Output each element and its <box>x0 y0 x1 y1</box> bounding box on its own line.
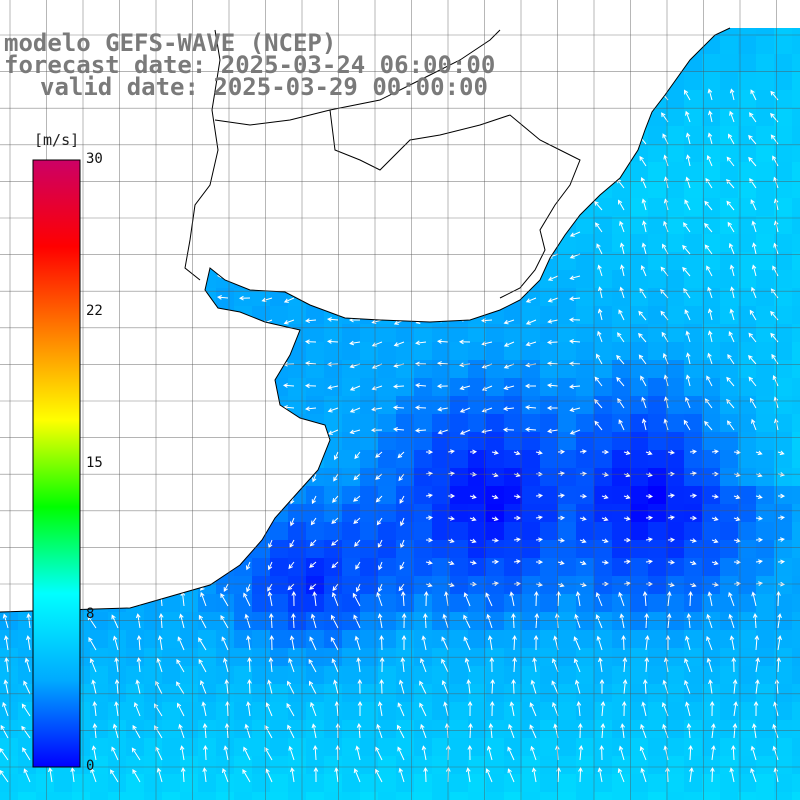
colorbar-tick-label: 30 <box>86 151 103 167</box>
colorbar-tick-label: 15 <box>86 454 103 471</box>
title-model: modelo GEFS-WAVE (NCEP) <box>4 29 337 57</box>
colorbar-tick-label: 8 <box>86 606 95 623</box>
title-forecast-date: forecast date: 2025-03-24 06:00:00 <box>4 51 496 79</box>
coastline <box>0 27 731 613</box>
title-valid-date: valid date: 2025-03-29 00:00:00 <box>40 73 488 101</box>
colorbar-unit: [m/s] <box>34 131 80 149</box>
colorbar-tick-label: 0 <box>86 758 95 774</box>
wind-arrows <box>0 88 786 783</box>
colorbar-tick-label: 22 <box>86 302 103 319</box>
colorbar <box>32 159 81 768</box>
